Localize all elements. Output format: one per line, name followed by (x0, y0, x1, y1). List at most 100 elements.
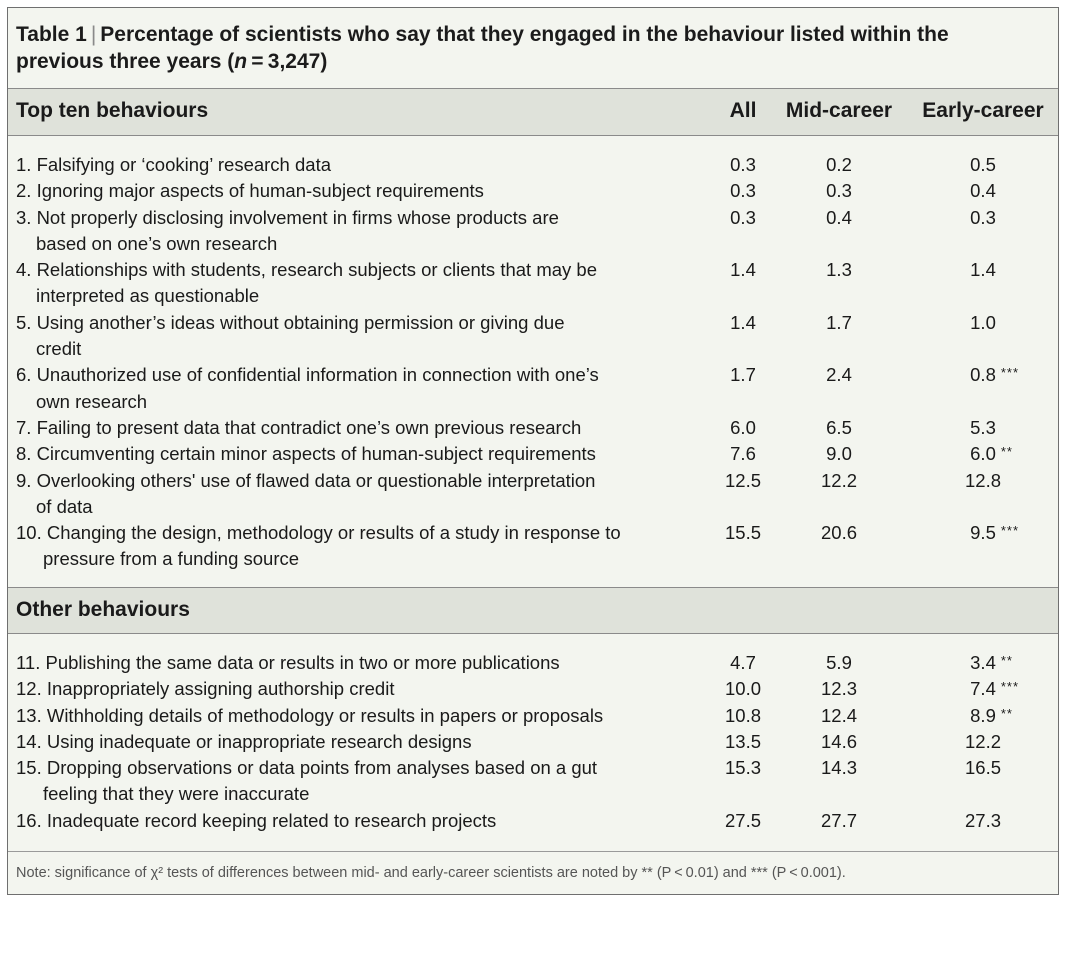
behaviour-label-line1: 8. Circumventing certain minor aspects o… (16, 443, 596, 465)
behaviour-label-line1: 9. Overlooking others' use of flawed dat… (16, 469, 596, 491)
cell-early-career: 16.5 (965, 755, 1001, 781)
cell-early-career: 1.0 (970, 310, 996, 336)
behaviour-label-line2: pressure from a funding source (43, 548, 300, 570)
cell-mid-career-value: 1.7 (826, 311, 852, 333)
cell-early-career-value: 16.5 (964, 757, 1002, 779)
behaviour-label-line2: interpreted as questionable (36, 285, 260, 307)
behaviour-label-line1: 5. Using another’s ideas without obtaini… (16, 311, 565, 333)
cell-all: 10.0 (725, 676, 761, 702)
cell-all: 0.3 (730, 152, 756, 178)
behaviour-label: 16. Inadequate record keeping related to… (16, 808, 696, 834)
table-note: Note: significance of χ² tests of differ… (16, 865, 846, 881)
cell-mid-career: 6.5 (826, 415, 852, 441)
cell-all-value: 0.3 (730, 154, 756, 175)
cell-all: 0.3 (730, 178, 756, 204)
cell-early-career-value: 9.5 (970, 522, 996, 544)
cell-all: 15.5 (725, 520, 761, 546)
cell-early-career: 6.0 ** (970, 441, 1012, 467)
cell-all-value: 10.8 (724, 704, 762, 726)
behaviour-label-line1: 4. Relationships with students, research… (16, 259, 597, 281)
behaviour-label: 2. Ignoring major aspects of human-subje… (16, 178, 696, 204)
cell-early-career-value: 6.0 (970, 443, 996, 465)
behaviour-label: 12. Inappropriately assigning authorship… (16, 676, 696, 702)
cell-mid-career: 0.3 (826, 178, 852, 204)
cell-all: 4.7 (730, 650, 756, 676)
cell-mid-career-value: 0.3 (826, 180, 852, 202)
title-line1: Percentage of scientists who say that th… (100, 23, 949, 46)
title-line2-prefix: previous three years ( (16, 50, 235, 73)
column-header-row: Top ten behaviours All Mid-career Early-… (8, 88, 1058, 136)
cell-early-career-value: 1.4 (970, 259, 996, 281)
behaviour-label: 7. Failing to present data that contradi… (16, 415, 696, 441)
significance-marker: ** (1000, 444, 1013, 460)
behaviour-label-line1: 3. Not properly disclosing involvement i… (16, 206, 559, 228)
cell-mid-career-value: 14.3 (820, 757, 858, 779)
cell-early-career: 0.8 *** (970, 362, 1018, 388)
cell-early-career: 5.3 (970, 415, 996, 441)
behaviour-label-line1: 11. Publishing the same data or results … (16, 652, 560, 673)
cell-early-career-value: 3.4 (970, 652, 996, 673)
behaviour-label-line1: 6. Unauthorized use of confidential info… (16, 364, 599, 386)
cell-early-career: 1.4 (970, 257, 996, 283)
cell-early-career: 27.3 (965, 808, 1001, 834)
column-header-all: All (729, 99, 757, 122)
cell-early-career-value: 8.9 (970, 704, 996, 726)
significance-marker: ** (1000, 705, 1013, 721)
behaviour-label-line2: own research (36, 390, 148, 412)
behaviour-label-line1: 1. Falsifying or ‘cooking’ research data (16, 154, 331, 175)
behaviour-label: 14. Using inadequate or inappropriate re… (16, 729, 696, 755)
cell-early-career-value: 1.0 (970, 311, 996, 333)
behaviour-label: 3. Not properly disclosing involvement i… (16, 205, 696, 258)
cell-mid-career-value: 27.7 (820, 809, 858, 831)
cell-mid-career-value: 12.3 (820, 678, 858, 700)
significance-marker: ** (1000, 653, 1013, 668)
cell-all-value: 1.4 (730, 259, 756, 281)
cell-early-career-value: 0.8 (970, 364, 996, 386)
cell-early-career: 7.4 *** (970, 676, 1018, 702)
cell-early-career: 12.8 (965, 468, 1001, 494)
cell-mid-career-value: 6.5 (826, 417, 852, 438)
behaviour-label: 6. Unauthorized use of confidential info… (16, 362, 696, 415)
column-header-early-career: Early-career (922, 99, 1044, 122)
behaviour-label-line1: 13. Withholding details of methodology o… (16, 704, 604, 726)
cell-early-career: 9.5 *** (970, 520, 1018, 546)
behaviour-label-line1: 7. Failing to present data that contradi… (16, 417, 582, 438)
cell-early-career-value: 0.3 (970, 206, 996, 228)
cell-early-career: 8.9 ** (970, 703, 1012, 729)
cell-all-value: 15.5 (724, 522, 762, 544)
behaviour-label: 13. Withholding details of methodology o… (16, 703, 696, 729)
cell-mid-career-value: 9.0 (826, 443, 852, 465)
table-title: Table 1 | Percentage of scientists who say… (16, 21, 1046, 75)
cell-mid-career: 12.2 (821, 468, 857, 494)
behaviour-label: 9. Overlooking others' use of flawed dat… (16, 468, 696, 521)
cell-mid-career: 1.3 (826, 257, 852, 283)
behaviour-label-line1: 2. Ignoring major aspects of human-subje… (16, 180, 484, 202)
cell-mid-career: 14.3 (821, 755, 857, 781)
cell-mid-career-value: 0.2 (826, 154, 852, 175)
cell-mid-career: 27.7 (821, 808, 857, 834)
behaviour-label-line1: 10. Changing the design, methodology or … (16, 522, 621, 544)
behaviour-label: 15. Dropping observations or data points… (16, 755, 696, 808)
section-top-ten-label: Top ten behaviours (16, 99, 209, 122)
title-n: n (234, 50, 248, 73)
cell-early-career-value: 7.4 (970, 678, 996, 700)
cell-all-value: 1.4 (730, 311, 756, 333)
behaviour-label: 4. Relationships with students, research… (16, 257, 696, 310)
section-other-label: Other behaviours (16, 598, 190, 621)
cell-early-career: 0.3 (970, 205, 996, 231)
cell-mid-career: 1.7 (826, 310, 852, 336)
cell-all: 12.5 (725, 468, 761, 494)
behaviour-label-line1: 15. Dropping observations or data points… (16, 757, 598, 779)
cell-mid-career: 12.4 (821, 703, 857, 729)
cell-mid-career-value: 1.3 (826, 259, 852, 281)
cell-mid-career: 5.9 (826, 650, 852, 676)
behaviour-label-line2: based on one’s own research (36, 232, 278, 254)
cell-all: 7.6 (730, 441, 756, 467)
note-divider (8, 851, 1058, 852)
behaviour-label-line1: 14. Using inadequate or inappropriate re… (16, 730, 472, 752)
cell-mid-career-value: 0.4 (826, 206, 852, 228)
cell-all: 15.3 (725, 755, 761, 781)
behaviour-label-line2: of data (36, 495, 93, 517)
behaviour-label-line1: 12. Inappropriately assigning authorship… (16, 678, 395, 700)
cell-all-value: 0.3 (730, 180, 756, 202)
